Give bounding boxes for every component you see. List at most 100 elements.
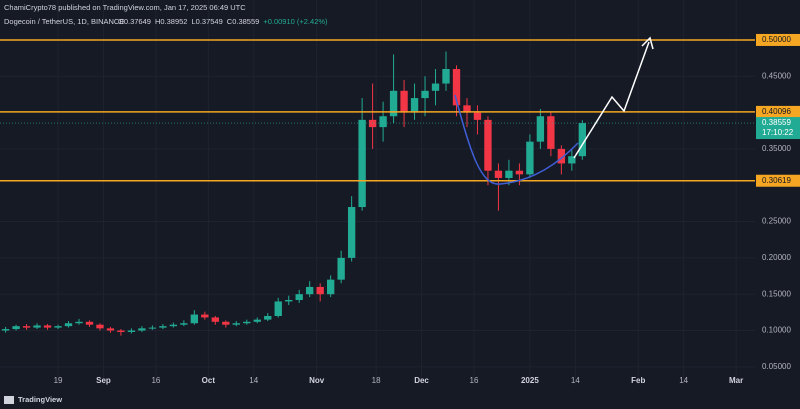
last-price-label: 0.38559 — [762, 118, 791, 127]
candle-body — [557, 148, 566, 164]
candle-body — [306, 286, 314, 295]
candle-body — [222, 321, 230, 325]
y-tick-label: 0.05000 — [762, 362, 791, 371]
x-tick-label: Oct — [202, 376, 216, 385]
candle-body — [253, 319, 261, 322]
candle-body — [117, 330, 125, 332]
x-tick-label: Feb — [631, 376, 645, 385]
y-tick-label: 0.15000 — [762, 289, 791, 298]
candle-body — [536, 116, 545, 142]
candle-body — [54, 326, 62, 328]
candle-body — [421, 90, 429, 99]
x-tick-label: 14 — [679, 376, 688, 385]
level-tag — [756, 105, 800, 118]
y-tick-label: 0.10000 — [762, 326, 791, 335]
x-tick-label: Dec — [414, 376, 429, 385]
candle-body — [1, 329, 10, 331]
candle-body — [22, 326, 31, 328]
y-tick-label: 0.20000 — [762, 253, 791, 262]
x-tick-label: 18 — [372, 376, 381, 385]
candle-body — [431, 83, 440, 91]
ohlc-value: C0.38559 — [227, 17, 260, 26]
candle-body — [264, 315, 272, 320]
x-tick-label: Mar — [729, 376, 743, 385]
symbol: Dogecoin / TetherUS, 1D, BINANCE — [4, 17, 124, 26]
candle-body — [159, 326, 167, 328]
x-tick-label: Sep — [96, 376, 111, 385]
countdown: 17:10:22 — [762, 128, 794, 137]
cup-curve — [454, 94, 579, 185]
candle-body — [64, 323, 73, 327]
publish-line: ChamiCrypto78 published on TradingView.c… — [4, 3, 246, 12]
candle-body — [232, 323, 240, 325]
candle-body — [463, 105, 471, 113]
ohlc-value: O0.37649 — [118, 17, 151, 26]
candle-body — [295, 294, 303, 301]
last-price-tag — [756, 117, 800, 140]
candle-body — [505, 170, 513, 178]
brand: TradingView — [18, 395, 62, 404]
level-label: 0.50000 — [762, 35, 791, 44]
candle-body — [347, 207, 356, 258]
candle-body — [127, 330, 136, 332]
x-tick-label: Nov — [309, 376, 325, 385]
x-tick-label: 16 — [470, 376, 479, 385]
y-tick-label: 0.35000 — [762, 144, 791, 153]
candle-body — [578, 123, 586, 157]
candle-body — [180, 323, 188, 325]
x-tick-label: 19 — [54, 376, 63, 385]
level-label: 0.30619 — [762, 176, 791, 185]
y-tick-label: 0.45000 — [762, 71, 791, 80]
x-tick-label: 14 — [249, 376, 258, 385]
grid — [0, 0, 755, 385]
candle-body — [358, 119, 366, 208]
x-tick-label: 16 — [151, 376, 160, 385]
ohlc-value: +0.00910 (+2.42%) — [263, 17, 328, 26]
candle-body — [12, 326, 20, 330]
level-tag — [756, 33, 800, 46]
candle-body — [442, 69, 450, 84]
candle-body — [547, 116, 555, 149]
candle-body — [326, 279, 335, 295]
candle-body — [473, 112, 482, 120]
x-tick-label: 14 — [571, 376, 580, 385]
candle-body — [243, 321, 251, 324]
candle-body — [169, 324, 178, 327]
candle-body — [285, 300, 293, 302]
candle-body — [106, 328, 115, 331]
candle-body — [568, 156, 576, 164]
candle-body — [452, 69, 461, 106]
candle-body — [484, 119, 492, 171]
axes: 0.05000 0.10000 0.15000 0.20000 0.25000 0.350… — [54, 33, 800, 385]
candle-body — [148, 327, 157, 329]
level-label: 0.40096 — [762, 107, 791, 116]
ohlc-legend: O0.37649 H0.38952 L0.37549 C0.38559 +0.00910… — [118, 17, 328, 26]
candle-body — [211, 317, 219, 322]
candle-body — [410, 98, 419, 113]
arrow-head — [641, 36, 654, 50]
candle-body — [389, 90, 398, 117]
ohlc-value: L0.37549 — [191, 17, 222, 26]
level-tag — [756, 174, 800, 187]
projection-arrow — [573, 41, 650, 159]
plot — [0, 39, 755, 336]
x-tick-label: 2025 — [521, 376, 539, 385]
candle-body — [368, 119, 377, 128]
candle-body — [85, 321, 94, 325]
logo-icon — [4, 396, 14, 404]
candle-body — [515, 170, 524, 175]
candle-body — [43, 325, 52, 328]
candle-body — [379, 116, 387, 128]
candle-body — [33, 325, 41, 328]
candle-body — [494, 170, 503, 178]
candle-body — [337, 257, 345, 280]
candle-body — [274, 301, 282, 316]
y-tick-label: 0.25000 — [762, 217, 791, 226]
candle-body — [96, 324, 104, 329]
ohlc-value: H0.38952 — [155, 17, 188, 26]
candle-body — [138, 328, 146, 331]
candle-body — [190, 314, 199, 324]
candle-body — [400, 90, 408, 113]
